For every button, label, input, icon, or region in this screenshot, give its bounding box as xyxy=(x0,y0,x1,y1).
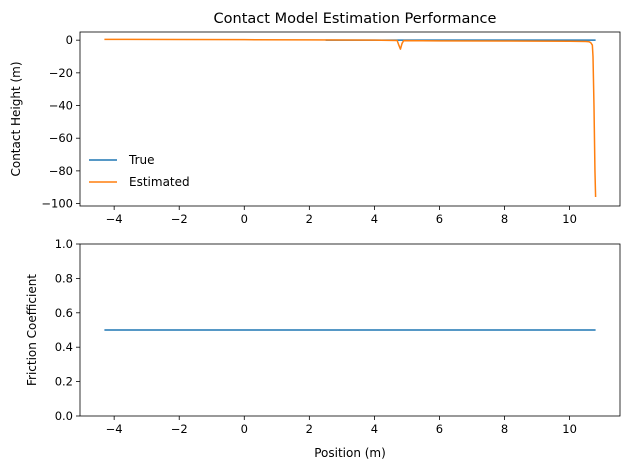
y-ticks-bottom: 0.0 0.2 0.4 0.6 0.8 1.0 xyxy=(55,237,80,423)
x-tick-label: −4 xyxy=(106,422,123,436)
plot-frame-bottom xyxy=(79,243,621,417)
x-tick-label: −2 xyxy=(171,422,188,436)
x-tick-label: −2 xyxy=(171,212,188,226)
x-tick-label: 8 xyxy=(501,422,508,436)
plot-frame-top xyxy=(79,31,621,207)
y-tick-label: −80 xyxy=(49,164,73,178)
y-axis-label-friction-coefficient: Friction Coefficient xyxy=(25,274,39,386)
x-tick-label: 0 xyxy=(241,212,248,226)
y-tick-label: 0.8 xyxy=(55,271,73,285)
x-ticks-bottom: −4 −2 0 2 4 6 8 10 xyxy=(106,416,577,436)
y-tick-label: 0.0 xyxy=(55,409,73,423)
x-tick-label: −4 xyxy=(106,212,123,226)
x-tick-label: 0 xyxy=(241,422,248,436)
legend: True Estimated xyxy=(89,153,190,189)
y-tick-label: 0.2 xyxy=(55,375,73,389)
x-tick-label: 10 xyxy=(562,422,577,436)
y-tick-label: −60 xyxy=(49,131,73,145)
y-tick-label: 0.4 xyxy=(55,340,73,354)
series-group-top xyxy=(104,38,597,198)
x-axis-label-position: Position (m) xyxy=(314,446,386,460)
y-axis-label-contact-height: Contact Height (m) xyxy=(9,61,23,176)
x-tick-label: 10 xyxy=(562,212,577,226)
x-tick-label: 4 xyxy=(371,422,378,436)
x-tick-label: 8 xyxy=(501,212,508,226)
x-tick-label: 2 xyxy=(306,422,313,436)
y-tick-label: −20 xyxy=(49,66,73,80)
x-tick-label: 4 xyxy=(371,212,378,226)
legend-label-estimated: Estimated xyxy=(129,175,190,189)
x-tick-label: 6 xyxy=(436,422,443,436)
y-tick-label: −40 xyxy=(49,99,73,113)
y-tick-label: −100 xyxy=(41,197,73,211)
x-tick-label: 6 xyxy=(436,212,443,226)
chart-title: Contact Model Estimation Performance xyxy=(214,11,497,27)
legend-label-true: True xyxy=(128,153,155,167)
x-ticks-top: −4 −2 0 2 4 6 8 10 xyxy=(106,206,577,226)
series-line-estimated xyxy=(104,38,597,198)
friction-coefficient-subplot: Friction Coefficient Position (m) −4 −2 0 2… xyxy=(25,237,621,460)
y-tick-label: 0.6 xyxy=(55,306,73,320)
y-tick-label: 1.0 xyxy=(55,237,73,251)
y-tick-label: 0 xyxy=(66,33,73,47)
y-ticks-top: −100 −80 −60 −40 −20 0 xyxy=(41,33,80,211)
x-tick-label: 2 xyxy=(306,212,313,226)
contact-height-subplot: Contact Model Estimation Performance Con… xyxy=(9,11,621,226)
